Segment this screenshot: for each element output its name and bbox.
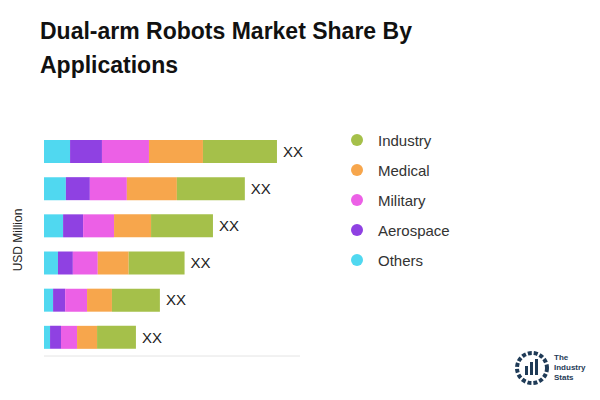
html-text:Industry: Industry xyxy=(554,363,586,372)
html-text:Dual-arm Robots Market Share B: Dual-arm Robots Market Share By Applicat… xyxy=(40,18,412,78)
html-text:Stats: Stats xyxy=(554,373,574,382)
html-text:Others: Others xyxy=(378,251,423,269)
html-text:The: The xyxy=(554,353,569,362)
html-text:Military: Military xyxy=(378,191,426,209)
html-text:Industry: Industry xyxy=(378,131,432,149)
svg-text:XX: XX xyxy=(251,180,271,197)
html-text:USD Million: USD Million xyxy=(11,208,25,272)
svg-text:XX: XX xyxy=(191,254,211,271)
html-text:Medical: Medical xyxy=(378,161,430,179)
svg-text:XX: XX xyxy=(219,217,239,234)
html-text:Aerospace: Aerospace xyxy=(378,221,450,239)
svg-text:XX: XX xyxy=(142,329,162,346)
svg-text:XX: XX xyxy=(166,291,186,308)
svg-text:XX: XX xyxy=(283,143,303,160)
